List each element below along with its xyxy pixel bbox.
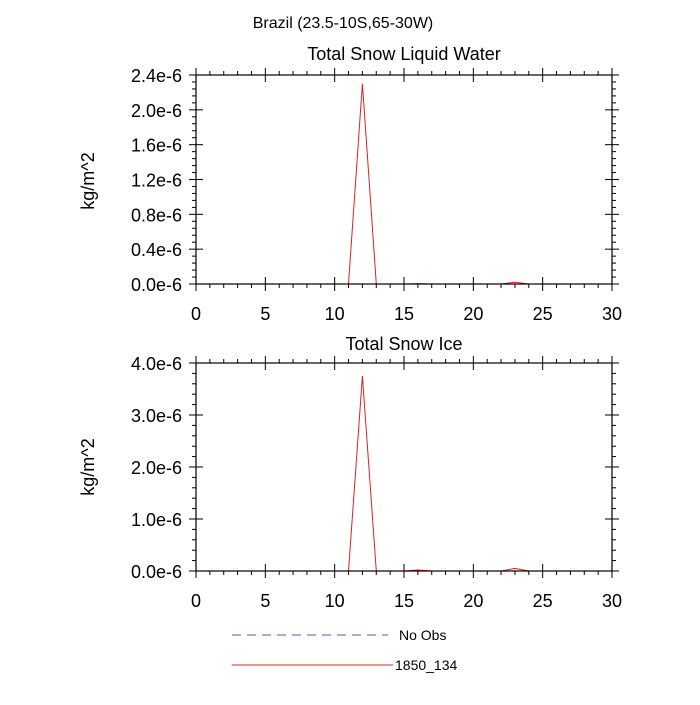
- y-tick-label: 0.4e-6: [131, 240, 182, 260]
- series-line-0: [196, 375, 612, 572]
- x-tick-label: 15: [394, 591, 414, 611]
- x-tick-label: 10: [325, 591, 345, 611]
- legend-label-1850-134: 1850_134: [395, 657, 458, 673]
- x-tick-label: 20: [463, 304, 483, 324]
- x-tick-label: 15: [394, 304, 414, 324]
- legend: No Obs 1850_134: [232, 627, 458, 673]
- x-tick-label: 0: [191, 304, 201, 324]
- x-tick-label: 5: [260, 304, 270, 324]
- x-tick-label: 25: [533, 591, 553, 611]
- figure-title: Brazil (23.5-10S,65-30W): [253, 15, 434, 32]
- x-tick-label: 20: [463, 591, 483, 611]
- y-tick-label: 1.6e-6: [131, 136, 182, 156]
- y-tick-label: 0.0e-6: [131, 562, 182, 582]
- y-axis-label: kg/m^2: [78, 152, 98, 209]
- y-tick-label: 1.0e-6: [131, 510, 182, 530]
- panel-snow-liquid-water: Total Snow Liquid Water kg/m^2 0 5 10 15 20 2…: [78, 44, 622, 324]
- x-tick-label: 30: [602, 591, 622, 611]
- y-axis-label: kg/m^2: [78, 438, 98, 495]
- y-tick-label: 3.0e-6: [131, 406, 182, 426]
- x-tick-label: 30: [602, 304, 622, 324]
- y-tick-label: 0.0e-6: [131, 275, 182, 295]
- series-line-0: [196, 83, 612, 285]
- y-tick-label: 2.0e-6: [131, 458, 182, 478]
- y-tick-label: 2.4e-6: [131, 66, 182, 86]
- panel-snow-ice: Total Snow Ice kg/m^2 0 5 10 15 20 25 30 0.0e-6…: [78, 334, 622, 611]
- plot-frame: [195, 362, 613, 572]
- panel-title: Total Snow Liquid Water: [307, 44, 500, 64]
- plot-frame: [195, 74, 613, 285]
- legend-label-no-obs: No Obs: [399, 627, 446, 643]
- x-tick-label: 10: [325, 304, 345, 324]
- x-tick-label: 0: [191, 591, 201, 611]
- y-tick-label: 2.0e-6: [131, 101, 182, 121]
- x-tick-label: 5: [260, 591, 270, 611]
- x-tick-label: 25: [533, 304, 553, 324]
- y-tick-label: 1.2e-6: [131, 171, 182, 191]
- y-tick-label: 0.8e-6: [131, 205, 182, 225]
- panel-title: Total Snow Ice: [345, 334, 462, 354]
- y-tick-label: 4.0e-6: [131, 354, 182, 374]
